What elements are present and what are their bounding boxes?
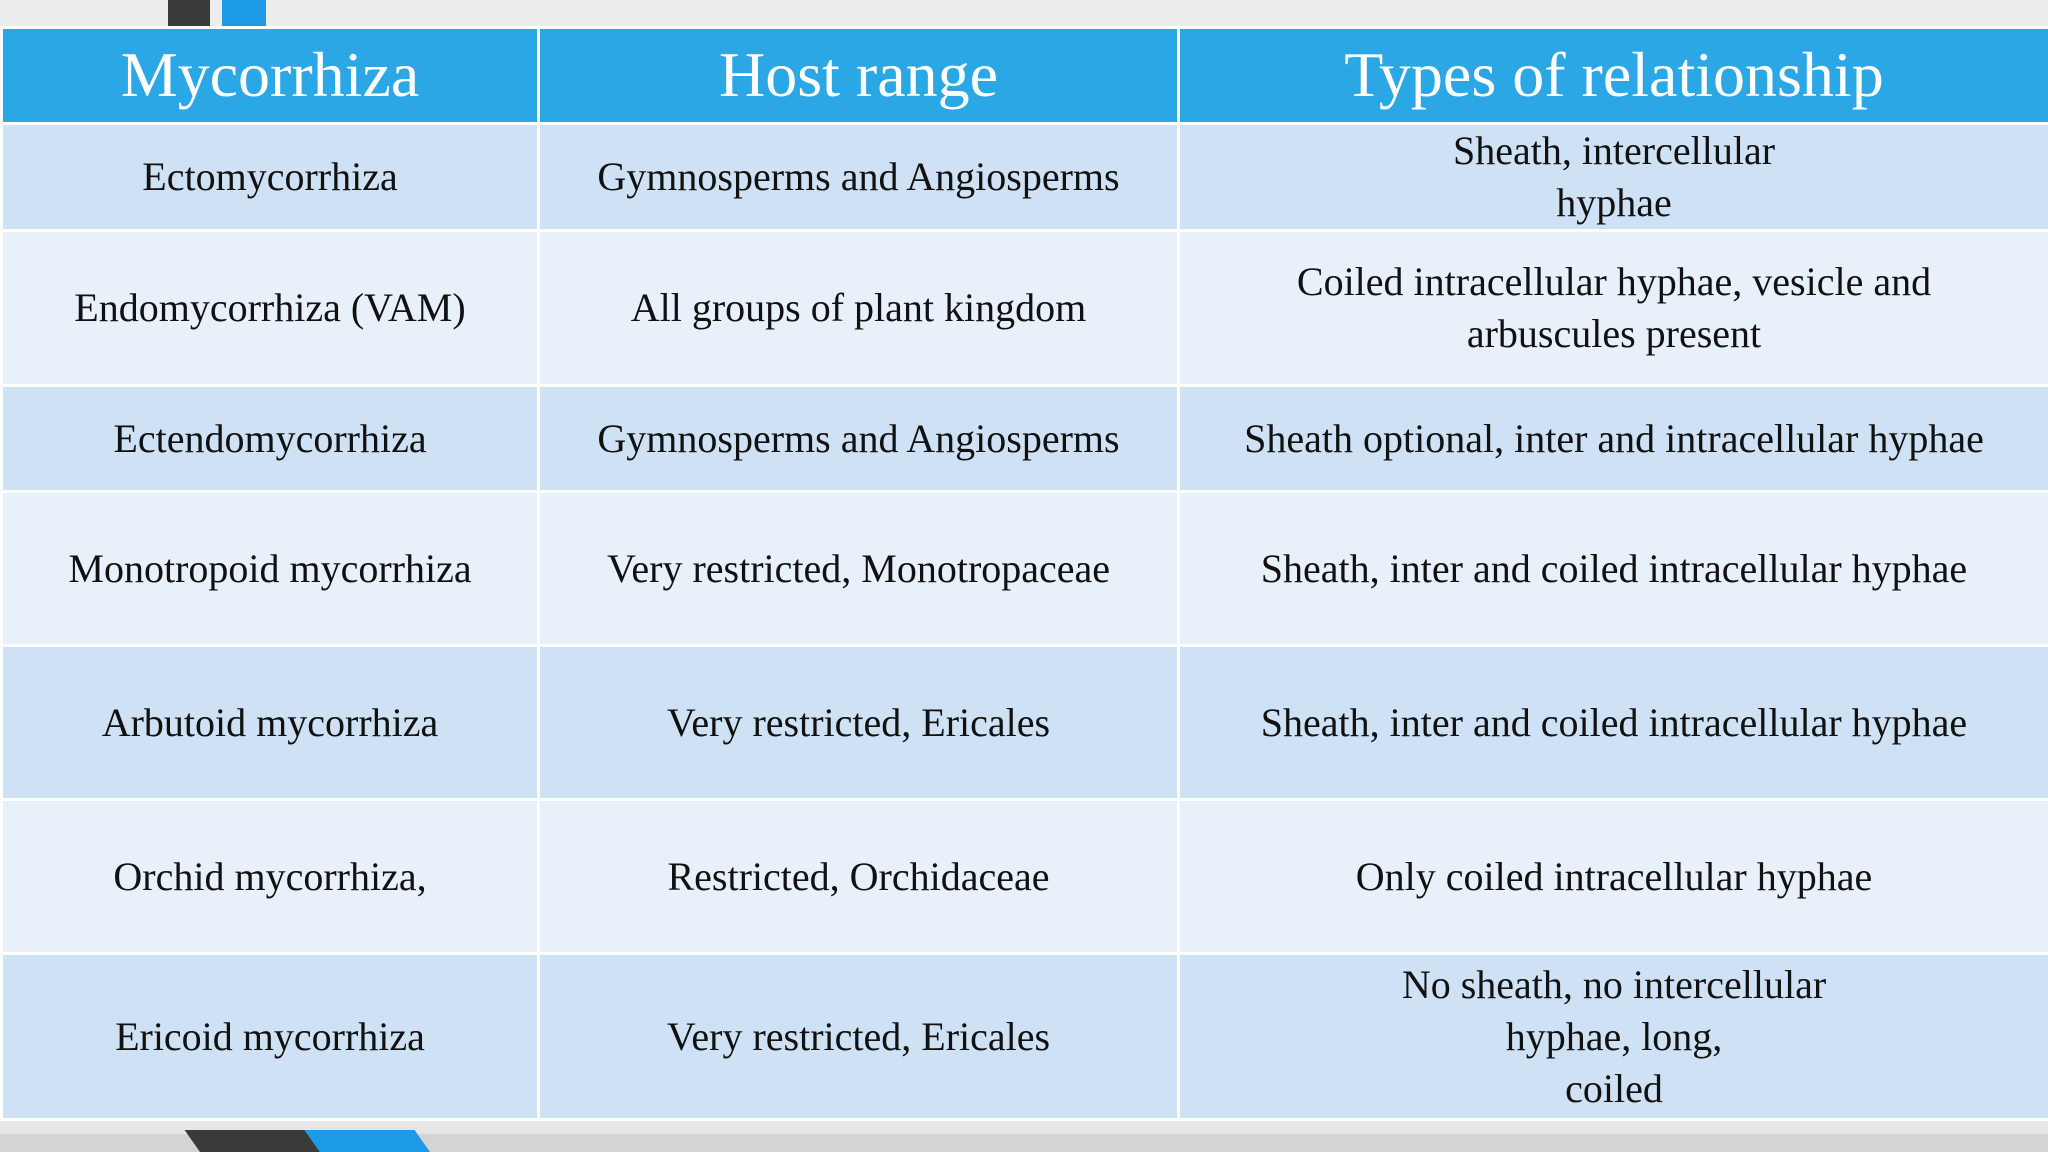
- cell-host-range: Gymnosperms and Angiosperms: [537, 122, 1180, 232]
- cell-host-range: All groups of plant kingdom: [537, 229, 1180, 387]
- relationship-line: Sheath optional, inter and intracellular…: [1244, 415, 1984, 461]
- header-types-of-relationship: Types of relationship: [1177, 26, 2048, 125]
- cell-mycorrhiza: Endomycorrhiza (VAM): [0, 229, 540, 387]
- cell-mycorrhiza: Arbutoid mycorrhiza: [0, 644, 540, 801]
- table-row: Ericoid mycorrhiza Very restricted, Eric…: [0, 952, 2048, 1121]
- cell-relationship: No sheath, no intercellular hyphae, long…: [1177, 952, 2048, 1121]
- decorative-blue-shape-bottom: [304, 1130, 430, 1152]
- relationship-line: Sheath, inter and coiled intracellular h…: [1260, 699, 1968, 745]
- relationship-line: Sheath, inter and coiled intracellular h…: [1260, 545, 1968, 591]
- table-row: Ectendomycorrhiza Gymnosperms and Angios…: [0, 384, 2048, 493]
- relationship-line: Only coiled intracellular hyphae: [1355, 853, 1873, 899]
- cell-mycorrhiza: Ectomycorrhiza: [0, 122, 540, 232]
- decorative-dark-shape-bottom: [184, 1130, 320, 1152]
- cell-host-range: Very restricted, Ericales: [537, 952, 1180, 1121]
- cell-relationship: Sheath, inter and coiled intracellular h…: [1177, 490, 2048, 647]
- relationship-line: hyphae: [1556, 180, 1672, 225]
- relationship-line: coiled: [1565, 1065, 1663, 1111]
- cell-host-range: Very restricted, Ericales: [537, 644, 1180, 801]
- relationship-line: No sheath, no intercellular: [1401, 961, 1827, 1007]
- cell-host-range: Very restricted, Monotropaceae: [537, 490, 1180, 647]
- cell-relationship: Only coiled intracellular hyphae: [1177, 798, 2048, 955]
- cell-mycorrhiza: Monotropoid mycorrhiza: [0, 490, 540, 647]
- cell-relationship: Sheath, inter and coiled intracellular h…: [1177, 644, 2048, 801]
- table-header-row: Mycorrhiza Host range Types of relations…: [0, 26, 2048, 125]
- cell-relationship: Coiled intracellular hyphae, vesicle and…: [1177, 229, 2048, 387]
- relationship-line: Sheath, intercellular: [1452, 128, 1776, 173]
- decorative-dark-shape-top: [168, 0, 210, 26]
- relationship-line: Coiled intracellular hyphae, vesicle and: [1296, 259, 1932, 304]
- header-mycorrhiza: Mycorrhiza: [0, 26, 540, 125]
- relationship-line: arbuscules present: [1466, 311, 1762, 356]
- decorative-bottom-bar: [0, 1134, 2048, 1152]
- cell-host-range: Gymnosperms and Angiosperms: [537, 384, 1180, 493]
- cell-relationship: Sheath, intercellular hyphae: [1177, 122, 2048, 232]
- decorative-blue-shape-top: [222, 0, 266, 26]
- cell-mycorrhiza: Ericoid mycorrhiza: [0, 952, 540, 1121]
- table-row: Monotropoid mycorrhiza Very restricted, …: [0, 490, 2048, 647]
- cell-mycorrhiza: Ectendomycorrhiza: [0, 384, 540, 493]
- table-row: Arbutoid mycorrhiza Very restricted, Eri…: [0, 644, 2048, 801]
- header-host-range: Host range: [537, 26, 1180, 125]
- cell-relationship: Sheath optional, inter and intracellular…: [1177, 384, 2048, 493]
- mycorrhiza-table: Mycorrhiza Host range Types of relations…: [0, 26, 2048, 1121]
- cell-host-range: Restricted, Orchidaceae: [537, 798, 1180, 955]
- table-row: Ectomycorrhiza Gymnosperms and Angiosper…: [0, 122, 2048, 232]
- relationship-line: hyphae, long,: [1505, 1013, 1723, 1059]
- table-row: Orchid mycorrhiza, Restricted, Orchidace…: [0, 798, 2048, 955]
- cell-mycorrhiza: Orchid mycorrhiza,: [0, 798, 540, 955]
- table-row: Endomycorrhiza (VAM) All groups of plant…: [0, 229, 2048, 387]
